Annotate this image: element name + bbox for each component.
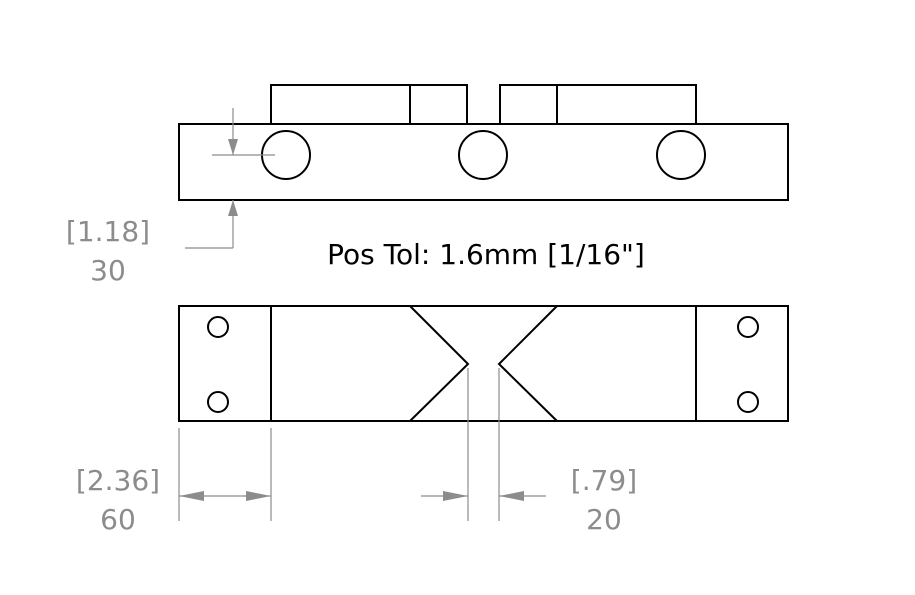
left-block-arrow-left bbox=[179, 491, 204, 501]
gap-dimension-mm: 20 bbox=[586, 503, 622, 536]
gap-dimension-inch: [.79] bbox=[571, 464, 637, 497]
top-view-left-tab bbox=[270, 84, 468, 124]
front-view-body bbox=[178, 305, 789, 422]
left-block-arrow-right bbox=[246, 491, 271, 501]
front-view bbox=[178, 305, 789, 422]
top-view-hole-right bbox=[656, 130, 706, 180]
left-block-dimension-inch: [2.36] bbox=[76, 464, 160, 497]
front-view-hole-left-top bbox=[207, 316, 229, 338]
height-arrow-bottom bbox=[228, 200, 238, 216]
height-dimension-inch: [1.18] bbox=[66, 215, 150, 248]
front-view-hole-right-bottom bbox=[737, 391, 759, 413]
height-dimension-mm: 30 bbox=[90, 254, 126, 287]
gap-dimension bbox=[421, 368, 546, 521]
top-view bbox=[178, 84, 789, 201]
gap-arrow-right bbox=[499, 491, 524, 501]
top-view-base bbox=[178, 123, 789, 201]
front-view-right-v-notch bbox=[497, 305, 558, 422]
height-dimension bbox=[185, 108, 275, 249]
left-block-dimension-mm: 60 bbox=[100, 503, 136, 536]
front-view-hole-right-top bbox=[737, 316, 759, 338]
left-block-dimension bbox=[178, 428, 272, 521]
front-view-left-v-notch bbox=[409, 305, 470, 422]
front-view-hole-left-bottom bbox=[207, 391, 229, 413]
gap-arrow-left bbox=[443, 491, 468, 501]
height-arrow-top bbox=[228, 139, 238, 155]
top-view-hole-center bbox=[458, 130, 508, 180]
top-view-right-tab bbox=[499, 84, 697, 124]
position-tolerance-note: Pos Tol: 1.6mm [1/16"] bbox=[327, 238, 645, 271]
